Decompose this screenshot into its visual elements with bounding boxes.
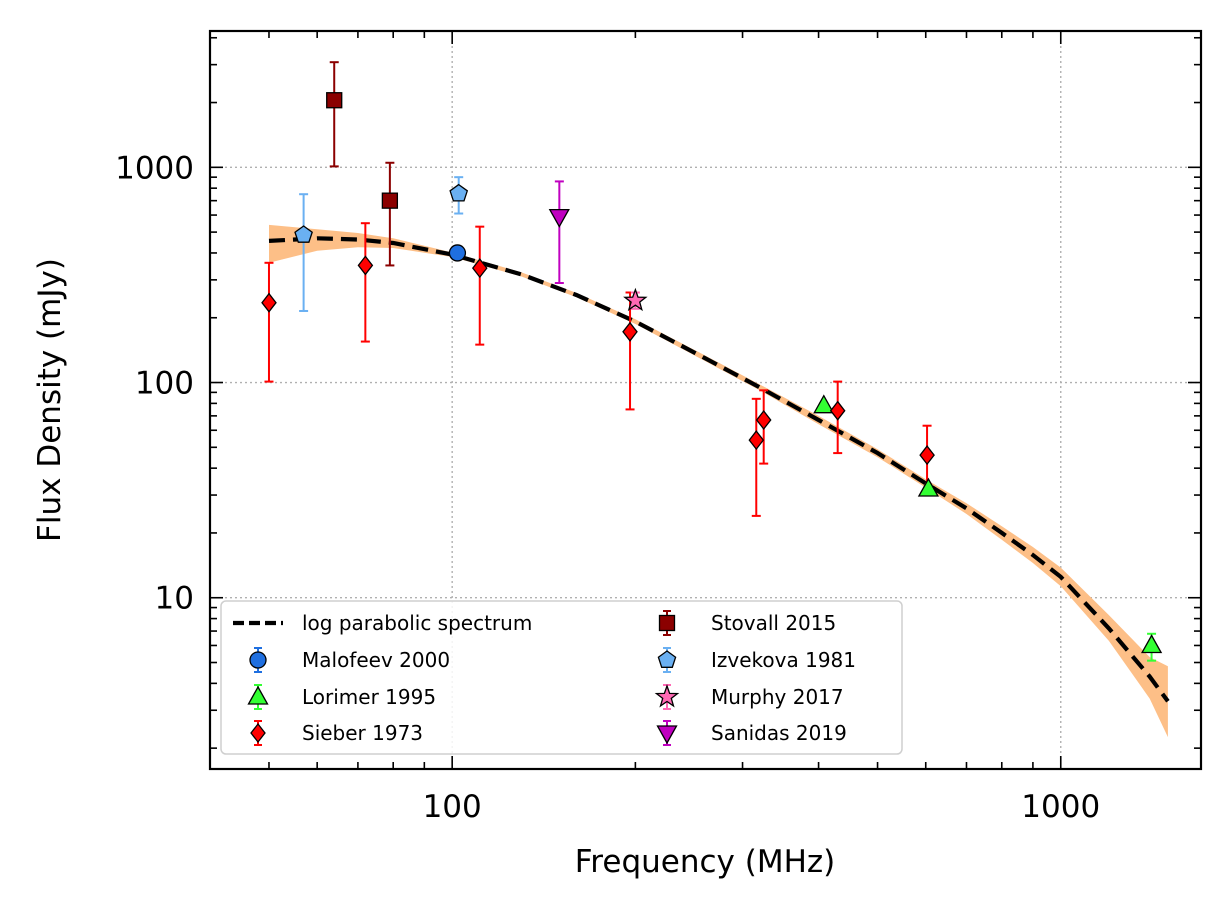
tick-labels: 100 1000 10 100 1000 [115,150,1100,825]
legend-marker [658,614,676,632]
legend-label: Sieber 1973 [302,721,423,745]
y-tick-label: 1000 [115,150,194,186]
legend-marker [656,725,678,745]
legend-label: Malofeev 2000 [302,648,450,672]
data-point [623,287,648,312]
legend-label: log parabolic spectrum [302,611,532,635]
data-point [471,258,488,279]
data-point [357,255,374,276]
legend-label: Izvekova 1981 [711,648,856,672]
data-point [748,430,765,451]
data-point [755,409,772,431]
legend-marker [657,650,677,668]
y-axis-label: Flux Density (mJy) [32,258,68,542]
legend-box [220,600,903,755]
legend-label: Murphy 2017 [711,685,844,709]
data-markers [261,92,1163,654]
fit-line-group [268,236,1170,703]
x-tick-label: 1000 [1021,789,1100,825]
x-axis-label: Frequency (MHz) [575,844,836,880]
legend-label: Sanidas 2019 [711,721,847,745]
data-point [919,445,935,466]
data-point [548,208,570,228]
data-point [261,292,277,313]
data-point [622,321,638,342]
legend-marker [654,684,680,708]
data-point [829,400,846,421]
legend-label: Stovall 2015 [711,611,836,635]
data-point [1140,634,1163,654]
data-point [381,192,399,209]
legend: log parabolic spectrum Malofeev 2000 Lorim… [220,600,903,755]
y-tick-label: 10 [155,581,194,617]
fit-line [268,236,1170,703]
data-point [813,394,835,414]
data-point [917,477,940,497]
legend-marker [247,685,269,705]
plot-frame [208,29,1203,771]
y-tick-label: 100 [135,366,194,402]
data-point [448,244,467,262]
data-point [294,225,313,243]
x-tick-label: 100 [423,789,482,825]
data-point [449,183,469,202]
legend-label: Lorimer 1995 [302,685,436,709]
data-point [326,92,343,109]
legend-marker [250,722,266,744]
legend-marker [249,651,267,669]
axis-ticks [209,31,1201,769]
